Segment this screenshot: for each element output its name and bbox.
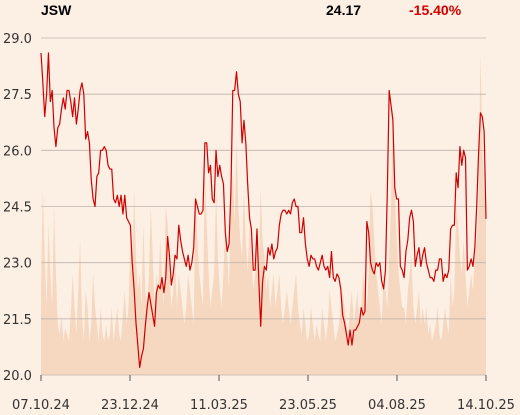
x-axis-ticks: 07.10.24 23.12.24 11.03.25 23.05.25 04.08.25… — [12, 375, 515, 413]
y-tick-label: 24.5 — [3, 201, 32, 216]
ticker-symbol: JSW — [41, 2, 72, 18]
x-tick-label: 04.08.25 — [368, 398, 426, 413]
y-tick-label: 20.0 — [3, 369, 32, 384]
last-price: 24.17 — [326, 2, 362, 18]
y-tick-label: 27.5 — [3, 88, 32, 103]
y-tick-label: 21.5 — [3, 313, 32, 328]
y-tick-label: 26.0 — [3, 144, 32, 159]
volume-area-layer — [41, 54, 486, 375]
y-axis-ticks: 29.0 27.5 26.0 24.5 23.0 21.5 20.0 — [3, 32, 32, 384]
price-line-layer — [40, 52, 487, 369]
y-tick-label: 29.0 — [3, 32, 32, 47]
price-line — [40, 52, 487, 369]
volume-area — [41, 54, 486, 375]
x-tick-label: 07.10.24 — [12, 398, 70, 413]
y-tick-label: 23.0 — [3, 257, 32, 272]
x-tick-label: 23.12.24 — [101, 398, 159, 413]
x-tick-label: 14.10.25 — [457, 398, 515, 413]
grid-layer — [41, 37, 486, 376]
price-change-percent: -15.40% — [409, 2, 462, 18]
x-tick-label: 11.03.25 — [190, 398, 248, 413]
x-tick-label: 23.05.25 — [279, 398, 337, 413]
